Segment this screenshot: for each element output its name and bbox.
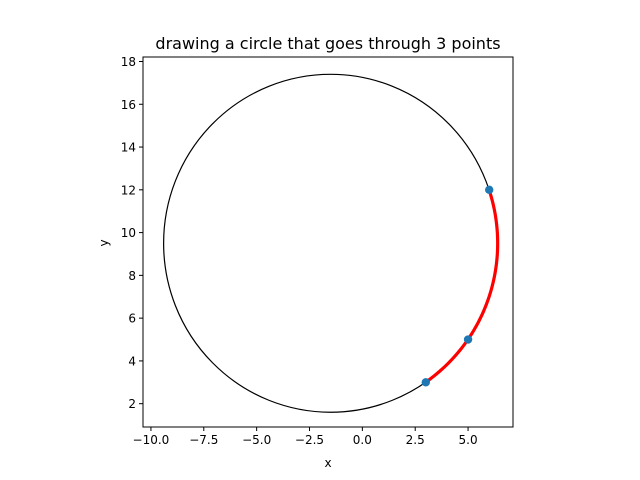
y-tick-label: 14 xyxy=(121,141,136,155)
y-axis-ticks: 2 4 6 8 10 12 14 16 18 xyxy=(121,55,143,411)
scatter-point-2 xyxy=(463,335,473,344)
chart-title: drawing a circle that goes through 3 poi… xyxy=(155,34,500,53)
x-axis-label: x xyxy=(324,456,331,470)
x-tick-label: 0.0 xyxy=(353,433,372,447)
x-axis-ticks: −10.0 −7.5 −5.0 −2.5 0.0 2.5 5.0 xyxy=(133,427,478,447)
y-tick-label: 8 xyxy=(128,269,136,283)
plot-area xyxy=(142,56,514,428)
x-tick-label: −5.0 xyxy=(242,433,271,447)
y-tick-label: 18 xyxy=(121,55,136,69)
x-tick-label: −7.5 xyxy=(189,433,218,447)
x-tick-label: −2.5 xyxy=(295,433,324,447)
x-tick-label: 5.0 xyxy=(459,433,478,447)
y-tick-label: 2 xyxy=(128,397,136,411)
y-tick-label: 16 xyxy=(121,98,136,112)
y-tick-label: 10 xyxy=(121,226,136,240)
y-tick-label: 6 xyxy=(128,312,136,326)
scatter-point-3 xyxy=(485,185,494,195)
circle-outline xyxy=(163,73,499,413)
scatter-point-1 xyxy=(421,378,430,387)
y-tick-label: 12 xyxy=(121,183,136,197)
x-tick-label: −10.0 xyxy=(133,433,170,447)
x-tick-label: 2.5 xyxy=(406,433,425,447)
arc-through-points xyxy=(424,188,500,384)
y-axis-label: y xyxy=(97,239,111,246)
y-tick-label: 4 xyxy=(128,354,136,368)
axes-frame xyxy=(142,56,514,428)
